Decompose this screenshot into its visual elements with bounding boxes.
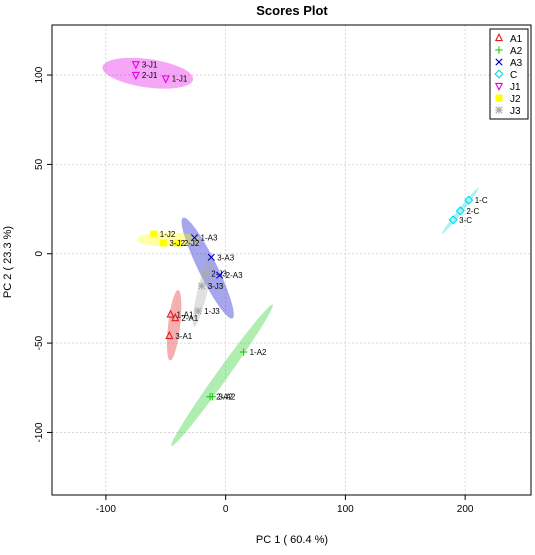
point-2-c bbox=[455, 206, 465, 216]
ellipse-c bbox=[441, 187, 479, 234]
y-tick-label: 100 bbox=[34, 66, 45, 83]
x-tick-label: 200 bbox=[457, 504, 474, 515]
point-3-j3 bbox=[197, 282, 206, 290]
point-1-a3 bbox=[190, 234, 199, 242]
point-label-2-a2: 2-A2 bbox=[216, 393, 233, 402]
y-tick-label: -100 bbox=[34, 422, 45, 442]
point-3-j1 bbox=[131, 61, 140, 70]
plot-frame bbox=[51, 24, 532, 496]
point-label-2-c: 2-C bbox=[466, 207, 479, 216]
point-3-c bbox=[448, 215, 458, 225]
point-2-j3 bbox=[201, 269, 209, 278]
point-label-1-j1: 1-J1 bbox=[172, 75, 188, 84]
point-label-3-j2: 3-J2 bbox=[169, 239, 185, 248]
legend-marker-a1 bbox=[494, 32, 504, 42]
legend-label-j1: J1 bbox=[510, 82, 521, 93]
legend-label-j2: J2 bbox=[510, 94, 521, 105]
x-axis: -100 0 100 200 bbox=[96, 495, 474, 515]
point-2-j2 bbox=[174, 239, 182, 247]
y-tick-label: 50 bbox=[34, 158, 45, 170]
point-1-j3 bbox=[194, 307, 202, 315]
legend-label-a2: A2 bbox=[510, 46, 523, 57]
point-label-1-c: 1-C bbox=[475, 196, 488, 205]
point-2-j1 bbox=[131, 71, 140, 81]
legend-box bbox=[489, 28, 529, 120]
x-axis-label: PC 1 ( 60.4 %) bbox=[256, 534, 328, 546]
point-label-1-j2: 1-J2 bbox=[160, 230, 176, 239]
point-label-2-j3: 2-J3 bbox=[211, 269, 227, 278]
point-1-j1 bbox=[161, 75, 170, 84]
x-tick-label: 100 bbox=[337, 504, 354, 515]
point-label-3-j1: 3-J1 bbox=[142, 60, 158, 69]
legend-marker-a3 bbox=[495, 58, 503, 66]
confidence-ellipses bbox=[102, 57, 479, 447]
ellipse-a2 bbox=[171, 304, 273, 447]
point-3-j2 bbox=[159, 239, 167, 247]
legend-label-j3: J3 bbox=[510, 106, 521, 117]
point-label-1-a1: 1-A1 bbox=[177, 311, 194, 320]
point-label-2-j2: 2-J2 bbox=[184, 239, 200, 248]
point-1-c bbox=[464, 195, 474, 205]
legend-marker-j3 bbox=[495, 106, 503, 114]
ellipse-a3 bbox=[181, 217, 234, 319]
point-label-2-a3: 2-A3 bbox=[226, 271, 243, 280]
legend-marker-a2 bbox=[495, 46, 503, 54]
point-label-3-j3: 3-J3 bbox=[208, 282, 224, 291]
y-axis-label: PC 2 ( 23.3 %) bbox=[2, 226, 14, 298]
point-3-a1 bbox=[165, 330, 174, 340]
point-1-a1 bbox=[166, 309, 175, 318]
ellipse-a1 bbox=[166, 290, 182, 361]
point-label-3-a3: 3-A3 bbox=[217, 253, 234, 262]
point-label-1-j3: 1-J3 bbox=[204, 307, 220, 316]
y-tick-label: 0 bbox=[34, 251, 45, 257]
legend-marker-j2 bbox=[495, 94, 503, 102]
ellipse-j1 bbox=[102, 57, 194, 89]
legend-label-a1: A1 bbox=[510, 34, 523, 45]
point-2-a1 bbox=[171, 313, 180, 322]
x-tick-label: 0 bbox=[223, 504, 229, 515]
legend-label-c: C bbox=[510, 70, 517, 81]
legend-label-a3: A3 bbox=[510, 58, 523, 69]
x-tick-label: -100 bbox=[96, 504, 116, 515]
point-1-j2 bbox=[150, 230, 158, 238]
point-3-a2 bbox=[208, 393, 217, 401]
point-labels: 1-A12-A1 3-A1 1-A2 2-A23-A2 1-A3 2-A3 3-A3 1-C 2… bbox=[142, 60, 488, 401]
point-label-3-a1: 3-A1 bbox=[175, 332, 192, 341]
point-label-2-j1: 2-J1 bbox=[142, 71, 158, 80]
legend-marker-c bbox=[494, 69, 504, 79]
data-points bbox=[131, 61, 474, 401]
y-axis: -100 -50 0 50 100 bbox=[34, 66, 52, 442]
point-label-1-a3: 1-A3 bbox=[201, 234, 218, 243]
point-label-3-c: 3-C bbox=[459, 216, 472, 225]
point-label-1-a2: 1-A2 bbox=[250, 348, 267, 357]
point-2-a3 bbox=[216, 271, 224, 279]
point-1-a2 bbox=[239, 348, 248, 356]
chart-title: Scores Plot bbox=[256, 3, 328, 18]
point-label-2-a1: 2-A1 bbox=[181, 314, 198, 323]
point-3-a3 bbox=[207, 253, 215, 261]
point-label-3-a2: 3-A2 bbox=[218, 393, 235, 402]
legend-marker-j1 bbox=[494, 82, 504, 92]
grid-lines bbox=[52, 25, 531, 495]
y-tick-label: -50 bbox=[34, 335, 45, 350]
